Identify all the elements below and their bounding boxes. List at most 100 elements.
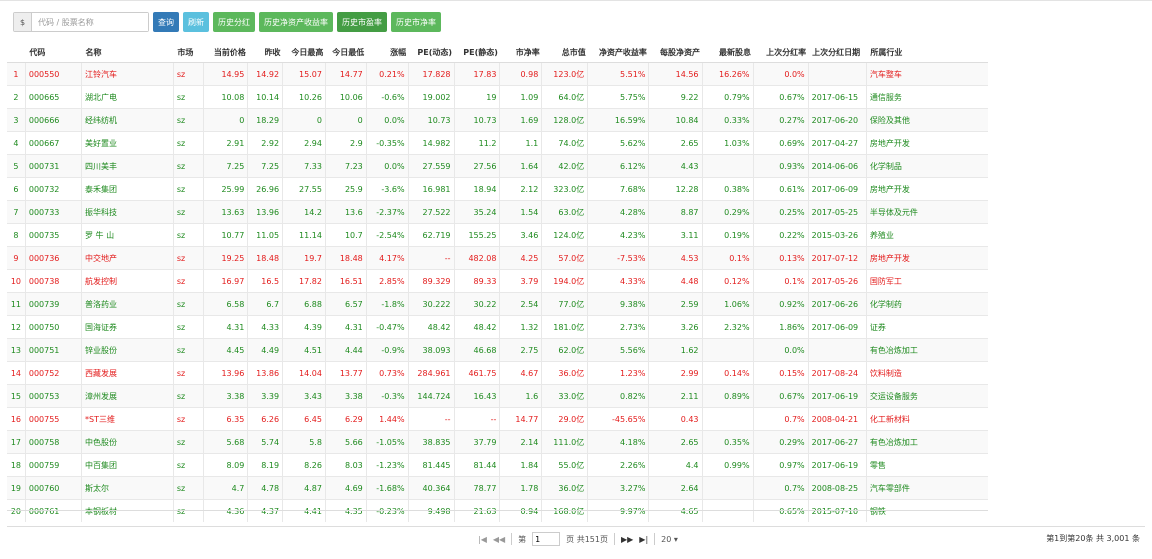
query-button[interactable]: 查询 bbox=[153, 12, 179, 32]
search-input[interactable] bbox=[32, 13, 148, 31]
cell-pb: 1.69 bbox=[499, 108, 542, 132]
cell-change: 0.0% bbox=[365, 154, 409, 178]
column-header-pe-static[interactable]: PE(静态) bbox=[454, 42, 500, 63]
cell-dividend-yield: 0.19% bbox=[701, 223, 754, 247]
column-header-low[interactable]: 今日最低 bbox=[325, 42, 367, 63]
cell-index: 8 bbox=[7, 223, 26, 247]
cell-market-cap: 33.0亿 bbox=[541, 384, 588, 408]
cell-industry: 有色冶炼加工 bbox=[865, 430, 988, 454]
cell-low: 10.7 bbox=[324, 223, 367, 247]
history-pe-button[interactable]: 历史市盈率 bbox=[337, 12, 387, 32]
cell-pb: 1.09 bbox=[499, 85, 542, 109]
cell-price: 7.25 bbox=[203, 154, 248, 178]
table-row[interactable]: 12 000750 国海证券 sz 4.31 4.33 4.39 4.31 -0.47% 48.4… bbox=[7, 315, 988, 339]
column-header-dividend-yield[interactable]: 最新股息 bbox=[702, 42, 754, 63]
cell-index: 16 bbox=[7, 407, 26, 431]
table-row[interactable]: 8 000735 罗 牛 山 sz 10.77 11.05 11.14 10.7 -2.54% 6… bbox=[7, 223, 988, 247]
column-header-pe-dynamic[interactable]: PE(动态) bbox=[408, 42, 455, 63]
column-header-name[interactable]: 名称 bbox=[81, 42, 174, 63]
cell-change: 0.21% bbox=[365, 62, 409, 86]
cell-market-cap: 57.0亿 bbox=[541, 246, 588, 270]
page-size-select[interactable]: 20 ▾ bbox=[661, 534, 678, 544]
cell-roe: -7.53% bbox=[587, 246, 649, 270]
column-header-market-cap[interactable]: 总市值 bbox=[541, 42, 588, 63]
column-header-index[interactable] bbox=[7, 42, 26, 63]
cell-prev-close: 4.33 bbox=[247, 315, 283, 339]
table-row[interactable]: 13 000751 锌业股份 sz 4.45 4.49 4.51 4.44 -0.9% 38.09… bbox=[7, 338, 988, 362]
cell-bvps: 9.22 bbox=[648, 85, 703, 109]
column-header-pb[interactable]: 市净率 bbox=[499, 42, 542, 63]
stock-table-container: 代码 名称 市场 当前价格 昨收 今日最高 今日最低 涨幅 PE(动态) PE(静态) 市净率 总市值… bbox=[7, 42, 988, 522]
cell-dividend-yield bbox=[701, 154, 754, 178]
cell-dividend-yield: 0.35% bbox=[701, 430, 754, 454]
column-header-market[interactable]: 市场 bbox=[173, 42, 204, 63]
history-pb-button[interactable]: 历史市净率 bbox=[391, 12, 441, 32]
cell-pe-dynamic: 30.222 bbox=[407, 292, 455, 316]
column-header-last-dividend-rate[interactable]: 上次分红率 bbox=[753, 42, 809, 63]
column-header-roe[interactable]: 净资产收益率 bbox=[587, 42, 649, 63]
cell-code: 000750 bbox=[24, 315, 82, 339]
history-dividend-button[interactable]: 历史分红 bbox=[213, 12, 255, 32]
cell-low: 3.38 bbox=[324, 384, 367, 408]
column-header-high[interactable]: 今日最高 bbox=[282, 42, 326, 63]
table-row[interactable]: 18 000759 中百集团 sz 8.09 8.19 8.26 8.03 -1.23% 81.4… bbox=[7, 453, 988, 477]
cell-index: 3 bbox=[7, 108, 26, 132]
table-row[interactable]: 5 000731 四川美丰 sz 7.25 7.25 7.33 7.23 0.0% 27.559 2… bbox=[7, 154, 988, 178]
cell-bvps: 4.53 bbox=[648, 246, 703, 270]
cell-bvps: 3.26 bbox=[648, 315, 703, 339]
table-row[interactable]: 15 000753 漳州发展 sz 3.38 3.39 3.43 3.38 -0.3% 144.7… bbox=[7, 384, 988, 408]
cell-pe-dynamic: 38.093 bbox=[407, 338, 455, 362]
column-header-bvps[interactable]: 每股净资产 bbox=[648, 42, 703, 63]
cell-high: 6.45 bbox=[282, 407, 326, 431]
table-row[interactable]: 14 000752 西藏发展 sz 13.96 13.86 14.04 13.77 0.73% 2… bbox=[7, 361, 988, 385]
cell-dividend-yield: 1.03% bbox=[701, 131, 754, 155]
cell-last-dividend-rate: 1.86% bbox=[752, 315, 809, 339]
cell-change: -0.6% bbox=[365, 85, 409, 109]
cell-pe-static: 10.73 bbox=[453, 108, 500, 132]
cell-last-dividend-rate: 0.7% bbox=[752, 407, 809, 431]
table-row[interactable]: 2 000665 湖北广电 sz 10.08 10.14 10.26 10.06 -0.6% 19… bbox=[7, 85, 988, 109]
cell-high: 2.94 bbox=[282, 131, 326, 155]
cell-roe: 5.75% bbox=[587, 85, 649, 109]
column-header-last-dividend-date[interactable]: 上次分红日期 bbox=[808, 42, 867, 63]
table-row[interactable]: 6 000732 泰禾集团 sz 25.99 26.96 27.55 25.9 -3.6% 16.… bbox=[7, 177, 988, 201]
column-header-change[interactable]: 涨幅 bbox=[366, 42, 409, 63]
cell-pe-static: -- bbox=[453, 407, 500, 431]
prev-page-icon[interactable]: ◀◀ bbox=[492, 534, 506, 544]
table-row[interactable]: 1 000550 江铃汽车 sz 14.95 14.92 15.07 14.77 0.21% 17… bbox=[7, 62, 988, 86]
page-number-input[interactable] bbox=[532, 532, 561, 546]
cell-pe-static: 155.25 bbox=[453, 223, 500, 247]
cell-change: -1.05% bbox=[365, 430, 409, 454]
column-header-prev-close[interactable]: 昨收 bbox=[247, 42, 283, 63]
cell-name: 泰禾集团 bbox=[81, 177, 174, 201]
table-row[interactable]: 17 000758 中色股份 sz 5.68 5.74 5.8 5.66 -1.05% 38.83… bbox=[7, 430, 988, 454]
table-row[interactable]: 10 000738 航发控制 sz 16.97 16.5 17.82 16.51 2.85% 89… bbox=[7, 269, 988, 293]
column-header-industry[interactable]: 所属行业 bbox=[866, 42, 988, 63]
cell-industry: 房地产开发 bbox=[865, 246, 988, 270]
table-row[interactable]: 19 000760 斯太尔 sz 4.7 4.78 4.87 4.69 -1.68% 40.364… bbox=[7, 476, 988, 500]
table-row[interactable]: 11 000739 普洛药业 sz 6.58 6.7 6.88 6.57 -1.8% 30.222… bbox=[7, 292, 988, 316]
table-row[interactable]: 9 000736 中交地产 sz 19.25 18.48 19.7 18.48 4.17% -- 4… bbox=[7, 246, 988, 270]
table-row[interactable]: 7 000733 振华科技 sz 13.63 13.96 14.2 13.6 -2.37% 27.… bbox=[7, 200, 988, 224]
last-page-icon[interactable]: ▶| bbox=[639, 534, 649, 544]
history-roe-button[interactable]: 历史净资产收益率 bbox=[259, 12, 333, 32]
table-row[interactable]: 16 000755 *ST三维 sz 6.35 6.26 6.45 6.29 1.44% -- --… bbox=[7, 407, 988, 431]
cell-dividend-yield bbox=[701, 407, 754, 431]
cell-name: 普洛药业 bbox=[81, 292, 174, 316]
first-page-icon[interactable]: |◀ bbox=[478, 534, 487, 544]
cell-dividend-yield: 0.1% bbox=[701, 246, 754, 270]
column-header-code[interactable]: 代码 bbox=[25, 42, 82, 63]
refresh-button[interactable]: 刷新 bbox=[183, 12, 209, 32]
cell-code: 000731 bbox=[24, 154, 82, 178]
cell-roe: 1.23% bbox=[587, 361, 649, 385]
next-page-icon[interactable]: ▶▶ bbox=[620, 534, 634, 544]
cell-pb: 14.77 bbox=[499, 407, 542, 431]
column-header-price[interactable]: 当前价格 bbox=[203, 42, 248, 63]
cell-low: 18.48 bbox=[324, 246, 367, 270]
cell-market: sz bbox=[172, 62, 204, 86]
cell-prev-close: 6.26 bbox=[247, 407, 283, 431]
table-row[interactable]: 3 000666 经纬纺机 sz 0 18.29 0 0 0.0% 10.73 10.73 1.69 1… bbox=[7, 108, 988, 132]
table-row[interactable]: 4 000667 美好置业 sz 2.91 2.92 2.94 2.9 -0.35% 14.982… bbox=[7, 131, 988, 155]
cell-name: 锌业股份 bbox=[81, 338, 174, 362]
cell-change: -2.54% bbox=[365, 223, 409, 247]
